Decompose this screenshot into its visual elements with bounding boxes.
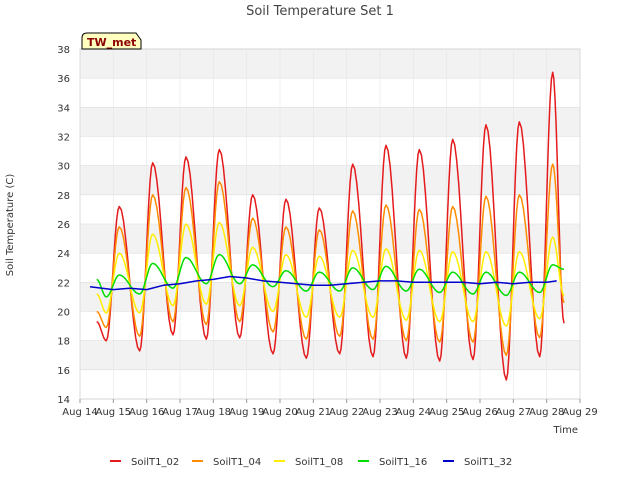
y-tick-label: 36 (57, 74, 70, 85)
y-tick-label: 30 (57, 162, 70, 173)
x-tick-label: Aug 17 (162, 407, 197, 418)
x-tick-label: Aug 25 (429, 407, 464, 418)
legend-label-soilt1_04: SoilT1_04 (213, 457, 261, 468)
legend-label-soilt1_08: SoilT1_08 (295, 457, 343, 468)
x-tick-label: Aug 20 (262, 407, 297, 418)
x-tick-label: Aug 24 (396, 407, 431, 418)
series-line-soilt1_16 (96, 253, 565, 298)
series-layer (89, 71, 565, 381)
legend-label-soilt1_32: SoilT1_32 (464, 457, 512, 468)
station-tag-box (81, 32, 142, 50)
y-axis-ticks: 14 16 18 20 22 24 26 28 30 32 34 36 38 (57, 45, 70, 406)
x-axis-label: Time (553, 425, 578, 436)
y-tick-label: 18 (57, 337, 70, 348)
y-tick-label: 16 (57, 366, 70, 377)
plot-band (80, 311, 580, 341)
plot-band (80, 253, 580, 283)
series-line-soilt1_08 (96, 221, 565, 327)
station-tag-label: TW_met (87, 36, 136, 49)
y-axis-label: Soil Temperature (C) (5, 174, 16, 277)
x-tick-label: Aug 27 (496, 407, 531, 418)
station-tag: TW_met (81, 32, 142, 50)
plot-band (80, 136, 580, 166)
x-tick-label: Aug 14 (62, 407, 97, 418)
x-tick-label: Aug 19 (229, 407, 264, 418)
y-tick-label: 14 (57, 395, 70, 406)
y-tick-label: 34 (57, 103, 70, 114)
x-tick-label: Aug 18 (196, 407, 231, 418)
plot-band (80, 340, 580, 370)
x-tick-label: Aug 22 (329, 407, 364, 418)
series-line-soilt1_32 (89, 275, 557, 291)
y-tick-label: 22 (57, 278, 70, 289)
plot-band (80, 194, 580, 224)
x-tick-label: Aug 21 (296, 407, 331, 418)
legend-label-soilt1_16: SoilT1_16 (379, 457, 427, 468)
x-tick-label: Aug 16 (129, 407, 164, 418)
x-tick-label: Aug 29 (562, 407, 597, 418)
legend-label-soilt1_02: SoilT1_02 (131, 457, 179, 468)
plot-band (80, 78, 580, 108)
y-tick-label: 28 (57, 191, 70, 202)
chart-title: Soil Temperature Set 1 (246, 4, 394, 19)
legend: SoilT1_02 SoilT1_04 SoilT1_08 SoilT1_16 Soil… (110, 457, 512, 468)
y-tick-label: 20 (57, 308, 70, 319)
plot-band (80, 107, 580, 137)
plot-band (80, 369, 580, 399)
y-tick-label: 32 (57, 133, 70, 144)
y-tick-label: 24 (57, 249, 70, 260)
x-tick-label: Aug 15 (96, 407, 131, 418)
x-tick-label: Aug 26 (462, 407, 497, 418)
y-tick-label: 38 (57, 45, 70, 56)
plot-band (80, 49, 580, 79)
x-tick-label: Aug 28 (529, 407, 564, 418)
grid-lines (79, 48, 581, 400)
x-tick-label: Aug 23 (362, 407, 397, 418)
plot-band (80, 165, 580, 195)
y-tick-label: 26 (57, 220, 70, 231)
